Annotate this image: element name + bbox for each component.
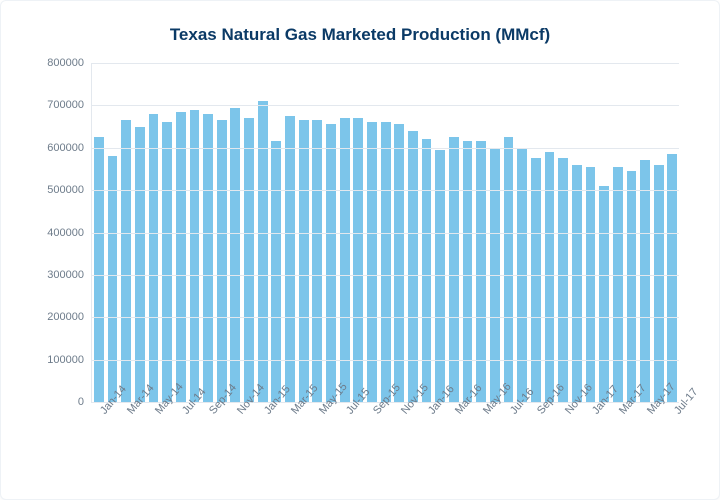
gridline (92, 317, 679, 318)
bar (627, 171, 637, 402)
y-tick-label: 200000 (47, 311, 92, 323)
gridline (92, 233, 679, 234)
gridline (92, 148, 679, 149)
x-slot (460, 403, 474, 473)
x-slot (542, 403, 556, 473)
x-slot: Sep-16 (529, 403, 543, 473)
x-slot: Sep-15 (364, 403, 378, 473)
x-slot (105, 403, 119, 473)
bar (504, 137, 514, 402)
x-slot: Jul-14 (173, 403, 187, 473)
bar (654, 165, 664, 402)
y-tick-label: 100000 (47, 354, 92, 366)
x-slot: Nov-15 (392, 403, 406, 473)
x-slot: May-16 (474, 403, 488, 473)
bar (176, 112, 186, 402)
y-tick-label: 500000 (47, 184, 92, 196)
bar (258, 101, 268, 402)
x-slot: Sep-14 (200, 403, 214, 473)
y-tick-label: 800000 (47, 57, 92, 69)
bar (135, 127, 145, 402)
bar (271, 141, 281, 402)
x-slot: Jan-17 (583, 403, 597, 473)
bar (408, 131, 418, 402)
x-slot (570, 403, 584, 473)
x-slot (187, 403, 201, 473)
x-slot: Jan-14 (91, 403, 105, 473)
bar (599, 186, 609, 402)
x-slot: May-17 (638, 403, 652, 473)
x-slot (378, 403, 392, 473)
x-slot: Mar-14 (118, 403, 132, 473)
x-slot (487, 403, 501, 473)
x-slot: Mar-16 (446, 403, 460, 473)
x-slot: Jul-15 (337, 403, 351, 473)
chart-card: Texas Natural Gas Marketed Production (M… (0, 0, 720, 500)
x-slot (351, 403, 365, 473)
gridline (92, 63, 679, 64)
x-axis-labels: Jan-14 Mar-14 May-14 Jul-14 Sep-14 Nov-14 Jan-… (91, 403, 679, 473)
bar (435, 150, 445, 402)
gridline (92, 360, 679, 361)
y-tick-label: 700000 (47, 99, 92, 111)
x-slot (241, 403, 255, 473)
chart-title: Texas Natural Gas Marketed Production (M… (21, 25, 699, 45)
x-slot (405, 403, 419, 473)
x-slot (214, 403, 228, 473)
y-tick-label: 600000 (47, 142, 92, 154)
bar (586, 167, 596, 402)
bar (190, 110, 200, 402)
x-slot (624, 403, 638, 473)
x-slot (323, 403, 337, 473)
bar (558, 158, 568, 402)
gridline (92, 275, 679, 276)
bar (463, 141, 473, 402)
chart-area: 0 100000 200000 300000 400000 500000 600000 700… (21, 63, 699, 473)
x-slot (269, 403, 283, 473)
x-slot (296, 403, 310, 473)
bar (94, 137, 104, 402)
bar (449, 137, 459, 402)
bar (476, 141, 486, 402)
x-slot (597, 403, 611, 473)
bar (108, 156, 118, 402)
x-slot: Jul-17 (665, 403, 679, 473)
bar (613, 167, 623, 402)
bar (572, 165, 582, 402)
x-slot (433, 403, 447, 473)
x-slot (515, 403, 529, 473)
gridline (92, 105, 679, 106)
bar (230, 108, 240, 403)
x-slot: Jul-16 (501, 403, 515, 473)
x-slot: Nov-14 (228, 403, 242, 473)
bar (640, 160, 650, 402)
x-slot: Mar-17 (611, 403, 625, 473)
x-slot (159, 403, 173, 473)
x-slot: Jan-16 (419, 403, 433, 473)
x-slot: May-15 (310, 403, 324, 473)
bar (667, 154, 677, 402)
gridline (92, 190, 679, 191)
y-tick-label: 300000 (47, 269, 92, 281)
x-slot: Jan-15 (255, 403, 269, 473)
plot-area: 0100000200000300000400000500000600000700… (91, 63, 679, 403)
x-slot (652, 403, 666, 473)
y-tick-label: 0 (78, 396, 92, 408)
x-slot (132, 403, 146, 473)
x-slot: Mar-15 (282, 403, 296, 473)
bar (531, 158, 541, 402)
bar (422, 139, 432, 402)
x-slot: Nov-16 (556, 403, 570, 473)
x-slot: May-14 (146, 403, 160, 473)
y-tick-label: 400000 (47, 227, 92, 239)
